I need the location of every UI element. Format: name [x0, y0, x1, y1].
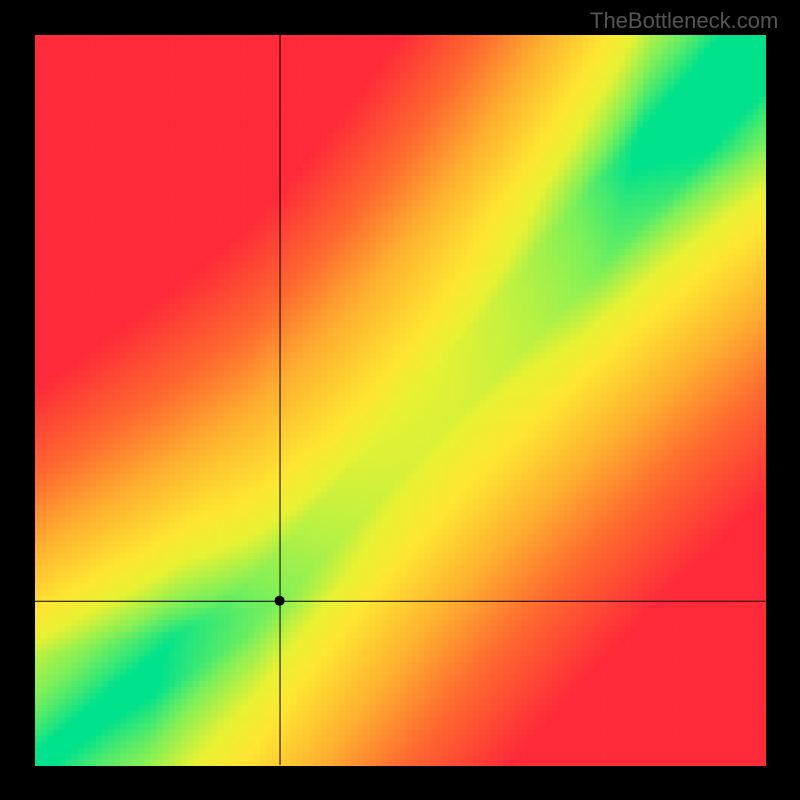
chart-container: TheBottleneck.com [0, 0, 800, 800]
bottleneck-heatmap [0, 0, 800, 800]
